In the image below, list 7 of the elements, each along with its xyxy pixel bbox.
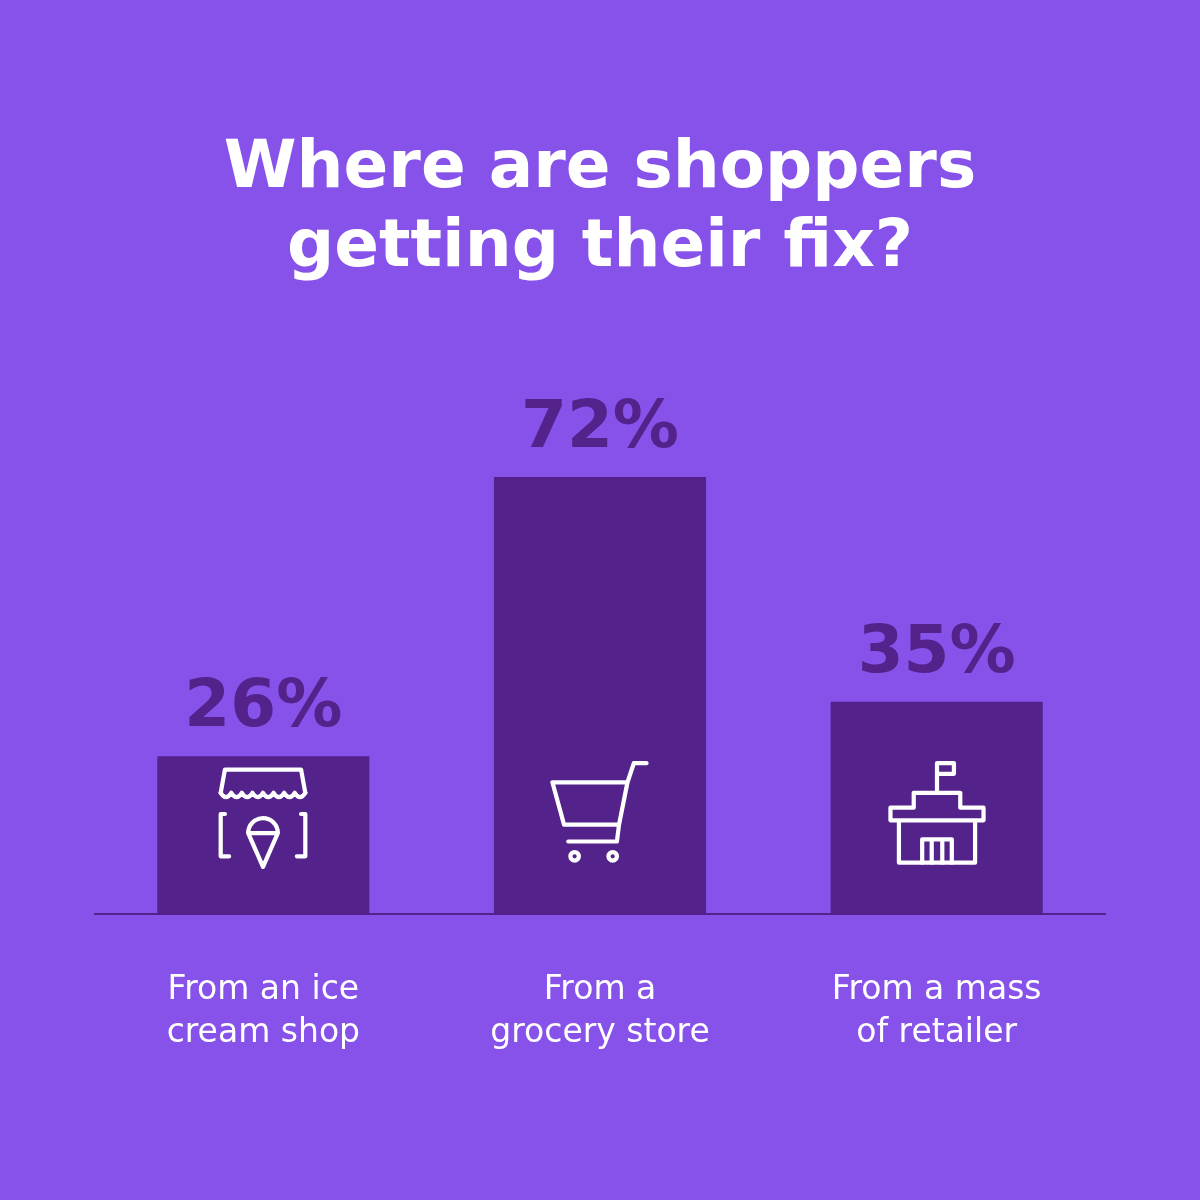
chart-title: Where are shoppers getting their fix? — [223, 125, 977, 282]
data-label: 72% — [521, 386, 679, 464]
data-label: 26% — [184, 665, 343, 743]
x-tick-label: From an ice cream shop — [166, 968, 361, 1051]
x-tick-label: From a mass of retailer — [831, 968, 1042, 1051]
data-label: 35% — [857, 610, 1016, 688]
x-tick-label: From a grocery store — [490, 968, 710, 1051]
